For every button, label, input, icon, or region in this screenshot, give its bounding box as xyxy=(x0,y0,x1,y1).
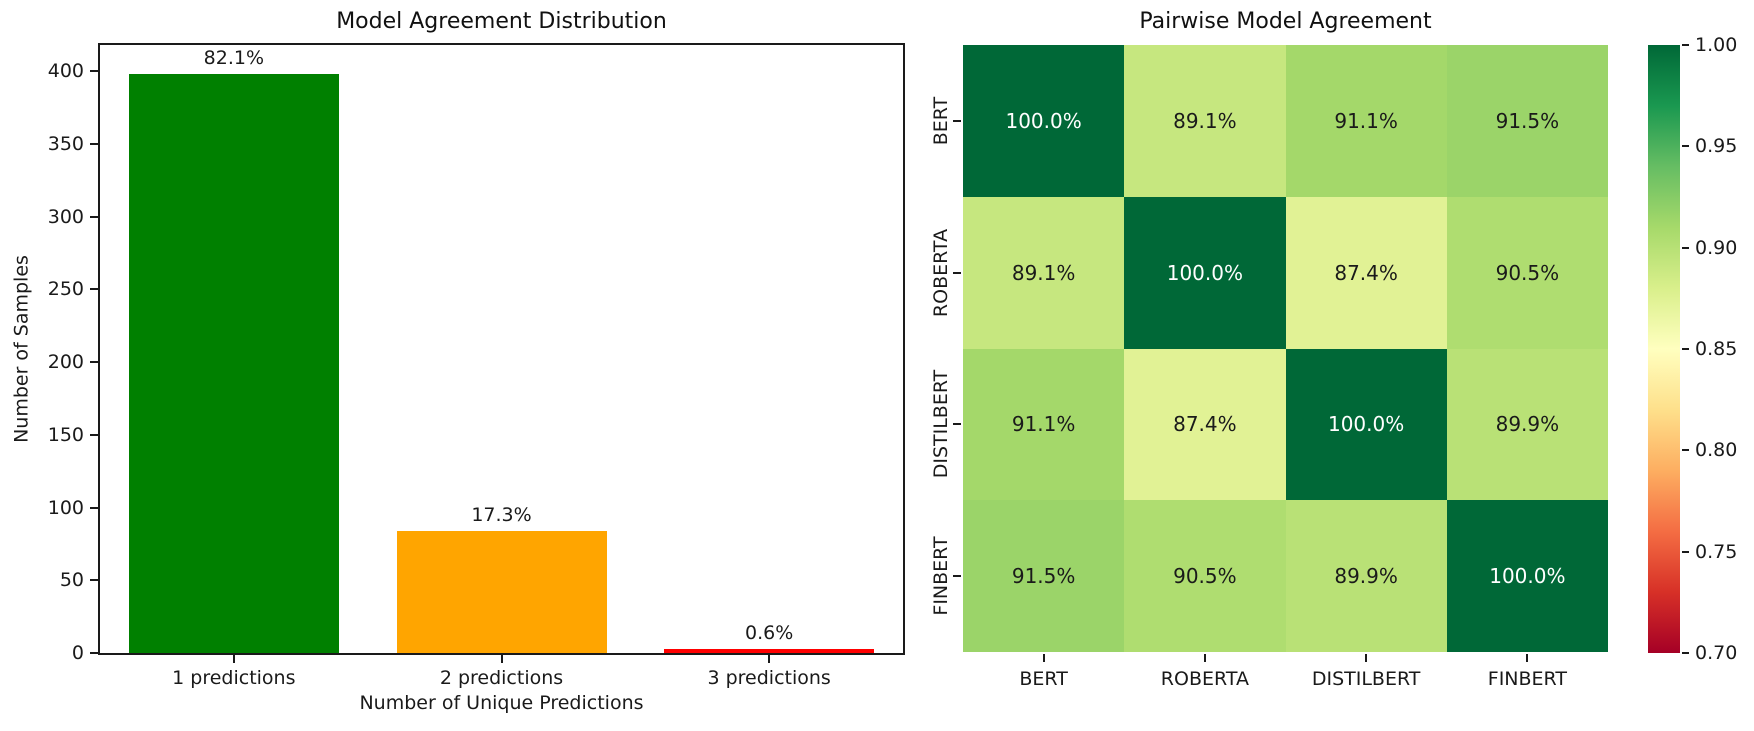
colorbar-tick-label: 0.80 xyxy=(1695,439,1738,462)
y-tick-label: 150 xyxy=(47,423,84,446)
y-tick-mark xyxy=(90,288,98,291)
heatmap-cell: 87.4% xyxy=(1124,348,1286,501)
heatmap-cell: 89.1% xyxy=(963,196,1125,349)
y-tick-label: 50 xyxy=(59,569,84,592)
y-tick-mark xyxy=(90,361,98,364)
x-tick-label: 2 predictions xyxy=(439,667,564,689)
y-tick-label: 200 xyxy=(47,351,84,374)
y-tick-mark xyxy=(90,142,98,145)
heatmap-cell: 89.9% xyxy=(1285,500,1447,652)
colorbar-tick-mark xyxy=(1682,550,1689,553)
heatmap-cell: 90.5% xyxy=(1124,500,1286,652)
x-tick-mark xyxy=(500,655,503,663)
heatmap-cell-label: 89.9% xyxy=(1334,564,1398,589)
heatmap-cell-label: 89.1% xyxy=(1011,260,1076,285)
heatmap-y-tick-mark xyxy=(953,575,961,578)
colorbar-tick-mark xyxy=(1682,44,1689,46)
heatmap-col-label: FINBERT xyxy=(1487,668,1567,690)
heatmap-cell-label: 90.5% xyxy=(1173,564,1237,589)
heatmap-x-tick-mark xyxy=(1526,654,1529,662)
heatmap-row-label: FINBERT xyxy=(930,536,952,616)
heatmap-col-label: BERT xyxy=(1019,668,1068,690)
heatmap-cell-label: 89.1% xyxy=(1173,108,1237,133)
heatmap-x-tick-mark xyxy=(1203,654,1206,662)
colorbar-tick-mark xyxy=(1682,652,1689,654)
colorbar-tick-mark xyxy=(1682,246,1689,249)
heatmap-cell-label: 100.0% xyxy=(1005,108,1082,133)
y-tick-mark xyxy=(90,70,98,73)
bar-value-label: 0.6% xyxy=(745,621,794,644)
heatmap-x-tick-mark xyxy=(1365,654,1368,662)
heatmap-cell: 87.4% xyxy=(1285,196,1447,349)
colorbar xyxy=(1648,45,1680,653)
colorbar-tick-label: 0.95 xyxy=(1695,135,1738,158)
bar-chart-x-axis-label: Number of Unique Predictions xyxy=(359,692,644,714)
colorbar-tick-mark xyxy=(1682,348,1689,350)
y-tick-label: 350 xyxy=(47,132,84,155)
heatmap-cell-label: 89.9% xyxy=(1495,412,1560,437)
heatmap-cell: 89.9% xyxy=(1446,348,1608,501)
x-tick-mark xyxy=(768,655,771,663)
bar xyxy=(396,530,607,653)
y-tick-mark xyxy=(90,652,98,654)
y-tick-label: 0 xyxy=(71,642,84,664)
heatmap-cell: 90.5% xyxy=(1446,196,1608,349)
y-tick-label: 100 xyxy=(47,496,84,519)
x-tick-label: 3 predictions xyxy=(707,667,831,689)
heatmap-row-label: ROBERTA xyxy=(930,228,952,317)
colorbar-tick-mark xyxy=(1682,145,1689,148)
heatmap-cell: 91.5% xyxy=(1446,45,1608,197)
heatmap-x-tick-mark xyxy=(1042,654,1045,662)
heatmap-y-tick-mark xyxy=(953,271,961,274)
heatmap-cell-label: 91.1% xyxy=(1011,412,1076,437)
colorbar-tick-label: 0.75 xyxy=(1695,540,1738,563)
heatmap-y-tick-mark xyxy=(953,119,961,122)
heatmap-cell: 100.0% xyxy=(1124,196,1286,349)
heatmap-y-tick-mark xyxy=(953,423,961,426)
bar xyxy=(128,74,339,653)
heatmap-row-label: BERT xyxy=(930,96,952,146)
heatmap-col-label: DISTILBERT xyxy=(1311,668,1421,690)
bar xyxy=(664,648,875,653)
heatmap-cell: 100.0% xyxy=(963,45,1125,197)
heatmap-cell: 91.1% xyxy=(1285,45,1447,197)
colorbar-tick-mark xyxy=(1682,449,1689,452)
heatmap-cell: 91.5% xyxy=(963,500,1125,652)
y-tick-mark xyxy=(90,215,98,218)
heatmap-cell-label: 91.5% xyxy=(1011,564,1076,589)
x-tick-mark xyxy=(232,655,235,663)
heatmap-cell-label: 91.1% xyxy=(1334,108,1398,133)
heatmap-cell-label: 91.5% xyxy=(1495,108,1560,133)
y-tick-mark xyxy=(90,506,98,509)
colorbar-tick-label: 0.90 xyxy=(1695,236,1738,259)
heatmap-cell: 100.0% xyxy=(1285,348,1447,501)
y-tick-mark xyxy=(90,433,98,436)
bar-chart-title: Model Agreement Distribution xyxy=(336,9,667,34)
heatmap-cell-label: 100.0% xyxy=(1166,260,1243,285)
heatmap-cell: 100.0% xyxy=(1446,500,1608,652)
y-tick-label: 300 xyxy=(47,205,84,228)
y-tick-label: 250 xyxy=(47,278,84,301)
heatmap-cell-label: 100.0% xyxy=(1489,564,1566,589)
colorbar-tick-label: 0.85 xyxy=(1695,338,1738,360)
heatmap-row-label: DISTILBERT xyxy=(930,370,952,479)
heatmap-grid: 100.0% 89.1% 91.1% 91.5% 89.1% 100.0% 87.4% 90.… xyxy=(963,45,1608,652)
y-tick-label: 400 xyxy=(47,60,84,83)
heatmap-cell-label: 87.4% xyxy=(1173,412,1237,437)
heatmap-cell: 89.1% xyxy=(1124,45,1286,197)
bar-value-label: 17.3% xyxy=(471,503,532,526)
heatmap-cell-label: 90.5% xyxy=(1495,260,1560,285)
heatmap-cell-label: 87.4% xyxy=(1334,260,1398,285)
heatmap-col-label: ROBERTA xyxy=(1160,668,1249,690)
y-tick-mark xyxy=(90,579,98,582)
bar-value-label: 82.1% xyxy=(203,47,264,70)
heatmap-cell-label: 100.0% xyxy=(1327,412,1405,437)
colorbar-tick-label: 1.00 xyxy=(1695,34,1738,56)
heatmap-cell: 91.1% xyxy=(963,348,1125,501)
x-tick-label: 1 predictions xyxy=(172,667,296,689)
colorbar-tick-label: 0.70 xyxy=(1695,642,1738,664)
heatmap-title: Pairwise Model Agreement xyxy=(1139,9,1432,34)
